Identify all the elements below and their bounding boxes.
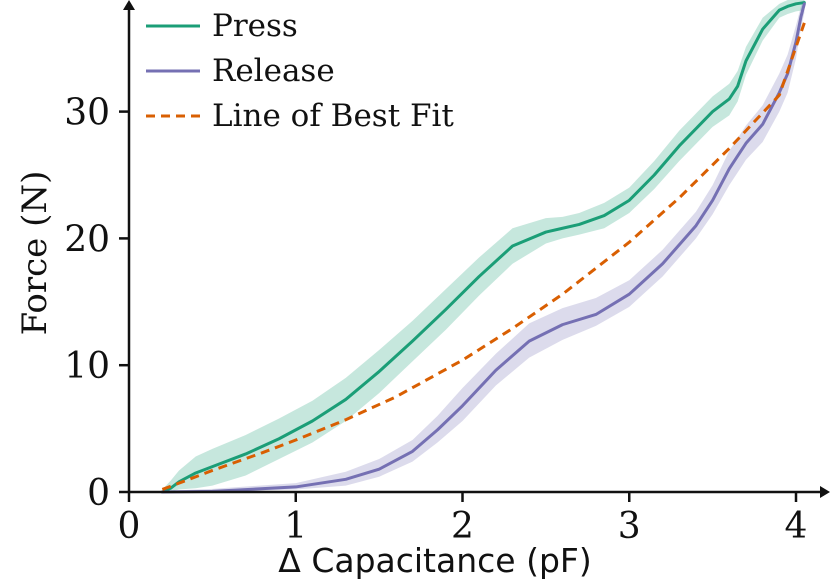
x-tick-label: 3 (618, 506, 641, 547)
confidence-bands (162, 0, 805, 492)
series-lines (160, 1, 806, 494)
y-axis-title: Force (N) (15, 171, 55, 336)
x-tick-label: 0 (118, 506, 141, 547)
x-ticks: 0 1 2 3 4 (118, 492, 808, 547)
y-tick-label: 10 (64, 346, 110, 387)
release-band (162, 0, 805, 492)
y-tick-label: 30 (64, 93, 110, 134)
x-axis-title: Δ Capacitance (pF) (278, 541, 592, 580)
x-axis-arrow (820, 486, 830, 498)
x-tick-label: 1 (284, 506, 307, 547)
y-axis-arrow (123, 0, 135, 10)
y-tick-label: 20 (64, 219, 110, 260)
legend-label-release: Release (212, 53, 335, 89)
legend-label-line-of-best-fit: Line of Best Fit (212, 98, 454, 134)
y-ticks: 0 10 20 30 (64, 93, 129, 514)
x-tick-label: 4 (785, 506, 808, 547)
legend: Press Release Line of Best Fit (146, 8, 454, 134)
x-tick-label: 2 (451, 506, 474, 547)
press-line (160, 1, 806, 494)
y-tick-label: 0 (87, 473, 110, 514)
legend-label-press: Press (212, 8, 298, 44)
release-line (160, 2, 806, 494)
line-of-best-fit-line (161, 22, 806, 491)
